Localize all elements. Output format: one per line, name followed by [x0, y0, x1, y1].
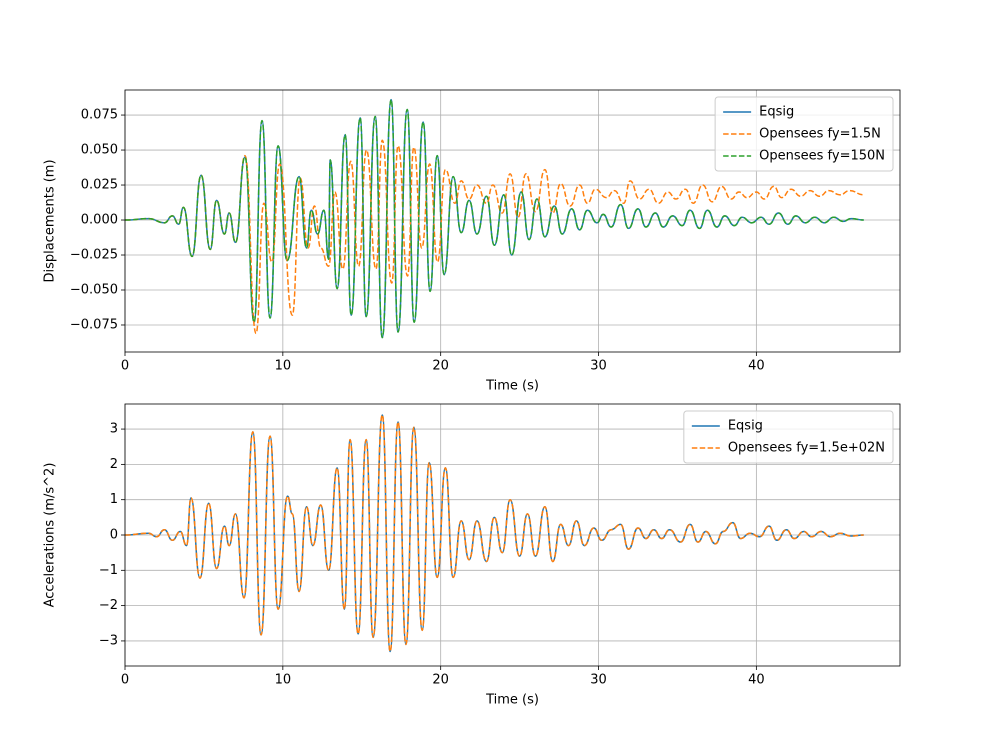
- y-axis-label: Displacements (m): [43, 159, 58, 282]
- legend-label: Opensees fy=150N: [759, 149, 885, 164]
- data-line: [125, 414, 864, 653]
- y-tick-label: 3: [110, 422, 118, 437]
- legend: Eqsig Opensees fy=1.5e+02N: [683, 410, 894, 464]
- x-axis-label: Time (s): [485, 379, 539, 394]
- y-tick-label: 0.000: [81, 213, 118, 228]
- y-tick-label: 0: [110, 528, 118, 543]
- data-line: [125, 98, 864, 339]
- y-tick-label: 2: [110, 457, 118, 472]
- y-tick-label: −0.025: [70, 248, 118, 263]
- legend: Eqsig Opensees fy=1.5N Opensees fy=150N: [714, 96, 894, 172]
- x-tick-label: 20: [432, 673, 449, 688]
- data-line: [125, 139, 864, 335]
- y-tick-label: −2: [99, 598, 118, 613]
- y-tick-label: 0.050: [81, 143, 118, 158]
- x-tick-label: 20: [432, 359, 449, 374]
- x-tick-label: 30: [590, 673, 607, 688]
- x-tick-label: 30: [590, 359, 607, 374]
- axes-frame: [124, 89, 901, 353]
- x-tick-label: 10: [275, 359, 292, 374]
- y-tick-label: −1: [99, 563, 118, 578]
- legend-label: Eqsig: [759, 105, 794, 120]
- y-tick-label: −0.075: [70, 317, 118, 332]
- legend-box: [714, 96, 894, 172]
- x-tick-label: 40: [748, 359, 765, 374]
- legend-label: Eqsig: [728, 419, 763, 434]
- x-tick-label: 10: [275, 673, 292, 688]
- x-tick-label: 0: [121, 673, 129, 688]
- y-axis-label: Accelerations (m/s^2): [43, 463, 58, 608]
- x-tick-label: 40: [748, 673, 765, 688]
- y-tick-label: 1: [110, 492, 118, 507]
- legend-label: Opensees fy=1.5e+02N: [728, 441, 885, 456]
- axes-frame: [124, 403, 901, 667]
- legend-box: [683, 410, 894, 464]
- x-axis-label: Time (s): [485, 693, 539, 708]
- y-tick-label: −0.050: [70, 282, 118, 297]
- y-tick-label: −3: [99, 633, 118, 648]
- y-tick-label: 0.075: [81, 108, 118, 123]
- x-tick-label: 0: [121, 359, 129, 374]
- y-tick-label: 0.025: [81, 178, 118, 193]
- legend-label: Opensees fy=1.5N: [759, 127, 881, 142]
